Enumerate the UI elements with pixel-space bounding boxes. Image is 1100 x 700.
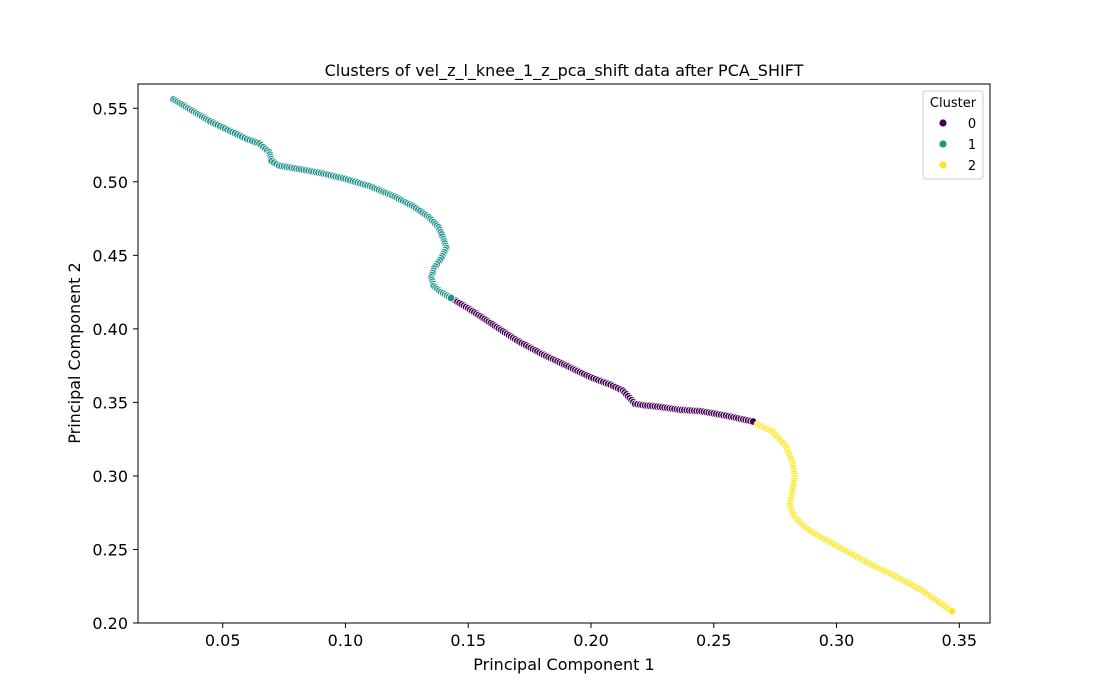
- y-tick-label: 0.35: [92, 393, 128, 412]
- x-tick-label: 0.15: [450, 631, 486, 650]
- series-0: [446, 293, 758, 426]
- y-axis-label: Principal Component 2: [65, 262, 84, 443]
- x-tick-label: 0.05: [205, 631, 241, 650]
- plot-frame: [137, 83, 991, 624]
- y-tick-label: 0.20: [92, 614, 128, 633]
- x-tick-label: 0.20: [573, 631, 609, 650]
- legend-box: [922, 90, 984, 180]
- legend-label: 0: [968, 117, 976, 132]
- legend-label: 2: [968, 159, 976, 174]
- series-1: [169, 95, 456, 303]
- y-tick-label: 0.25: [92, 540, 128, 559]
- x-tick-label: 0.30: [819, 631, 855, 650]
- legend-marker: [938, 139, 948, 149]
- x-tick-label: 0.25: [696, 631, 732, 650]
- y-tick-label: 0.40: [92, 320, 128, 339]
- legend-title: Cluster: [930, 96, 977, 111]
- y-tick-label: 0.45: [92, 246, 128, 265]
- y-tick-label: 0.55: [92, 99, 128, 118]
- x-tick-label: 0.35: [941, 631, 977, 650]
- x-tick-label: 0.10: [328, 631, 364, 650]
- y-axis-ticks: 0.20 0.25 0.30 0.35 0.40 0.45 0.50 0.55: [92, 99, 138, 633]
- legend-marker: [938, 118, 948, 128]
- chart-title: Clusters of vel_z_l_knee_1_z_pca_shift d…: [325, 61, 804, 81]
- plot-points: [169, 95, 957, 616]
- y-tick-label: 0.30: [92, 467, 128, 486]
- y-tick-label: 0.50: [92, 173, 128, 192]
- data-point: [947, 607, 957, 616]
- x-axis-ticks: 0.05 0.10 0.15 0.20 0.25 0.30 0.35: [205, 623, 977, 650]
- data-point: [446, 293, 456, 303]
- legend-marker: [938, 160, 948, 170]
- legend: Cluster 0 1 2: [922, 90, 984, 180]
- x-axis-label: Principal Component 1: [473, 655, 654, 674]
- legend-entries: 0 1 2: [938, 117, 976, 174]
- legend-label: 1: [968, 138, 976, 153]
- series-2: [753, 420, 957, 616]
